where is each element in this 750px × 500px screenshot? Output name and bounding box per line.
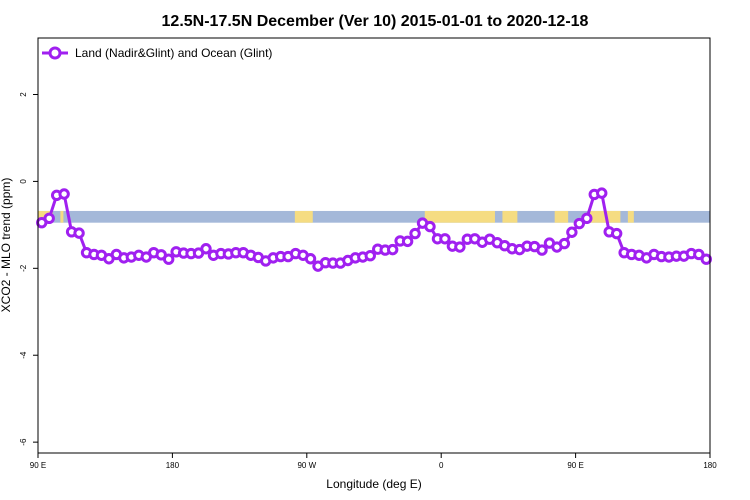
data-point: [58, 188, 70, 200]
land-segment: [627, 210, 634, 223]
data-point: [700, 253, 712, 265]
data-point: [424, 220, 436, 233]
chart-title: 12.5N-17.5N December (Ver 10) 2015-01-01…: [162, 13, 589, 30]
data-point: [364, 250, 376, 262]
y-tick-label: -4: [19, 351, 28, 359]
x-axis: 90 E 180 90 W 0 90 E 180: [30, 453, 717, 470]
data-point: [304, 253, 317, 265]
data-point: [162, 253, 175, 265]
data-point: [439, 233, 451, 245]
data-point: [454, 241, 466, 253]
data-point: [409, 227, 421, 240]
x-tick-label: 0: [439, 461, 444, 470]
x-axis-label: Longitude (deg E): [326, 477, 421, 491]
y-tick-label: -6: [19, 438, 28, 446]
data-point: [401, 235, 414, 248]
data-point: [558, 237, 571, 250]
x-tick-label: 90 E: [567, 461, 583, 470]
ocean-band: [38, 210, 710, 223]
y-tick-label: 0: [19, 179, 28, 184]
data-point: [566, 226, 578, 238]
land-segment: [294, 210, 313, 223]
land-segment: [424, 210, 495, 223]
data-point: [581, 212, 593, 225]
data-point: [610, 227, 623, 240]
x-tick-label: 180: [166, 461, 180, 470]
x-tick-label: 90 W: [297, 461, 316, 470]
y-axis-label: XCO2 - MLO trend (ppm): [0, 178, 13, 313]
y-axis: 2 0 -2 -4 -6: [19, 92, 38, 446]
plot-frame: [37, 37, 711, 454]
legend-marker: [48, 46, 62, 60]
data-point: [596, 187, 608, 199]
data-point: [386, 243, 399, 256]
data-point: [573, 217, 586, 230]
land-segment: [502, 210, 518, 223]
data-point: [43, 212, 55, 225]
land-ocean-band: [38, 210, 710, 223]
land-segment: [554, 210, 569, 223]
y-tick-label: -2: [19, 264, 28, 272]
data-point: [200, 243, 212, 255]
x-tick-label: 90 E: [30, 461, 46, 470]
y-tick-label: 2: [19, 92, 28, 97]
series-layer: [36, 187, 712, 272]
land-segment: [587, 210, 621, 223]
legend-label: Land (Nadir&Glint) and Ocean (Glint): [75, 46, 272, 60]
data-point: [693, 248, 705, 261]
x-tick-label: 180: [703, 461, 717, 470]
data-point: [536, 244, 548, 256]
data-point: [73, 227, 85, 239]
legend: Land (Nadir&Glint) and Ocean (Glint): [42, 46, 272, 60]
land-segment: [60, 210, 64, 223]
